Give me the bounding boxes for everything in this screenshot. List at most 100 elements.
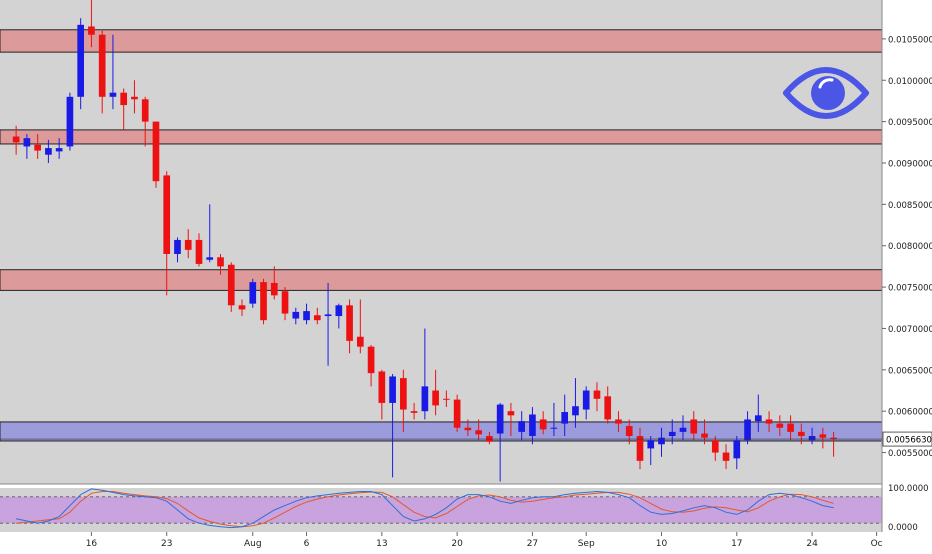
- candle-body: [765, 419, 773, 424]
- candle-body: [668, 431, 676, 437]
- candle-body: [292, 311, 300, 319]
- oscillator-band: [0, 496, 882, 524]
- candle-body: [518, 421, 526, 432]
- resistance-zone-2: [0, 269, 883, 291]
- candle-body: [152, 121, 160, 182]
- time-tick-label: 24: [806, 539, 818, 549]
- candle-body: [593, 390, 601, 399]
- candle-body: [184, 239, 192, 250]
- candle-body: [313, 315, 321, 321]
- candle-body: [281, 291, 289, 314]
- oscillator-tick-label: 0.0000: [888, 523, 918, 533]
- time-tick-label: Aug: [244, 539, 262, 549]
- time-tick-label: 23: [161, 539, 172, 549]
- candle-body: [141, 99, 149, 122]
- candle-body: [539, 419, 547, 430]
- resistance-zone-1: [0, 129, 883, 145]
- candle-body: [464, 427, 472, 431]
- candle-body: [754, 415, 762, 422]
- candle-body: [324, 314, 332, 317]
- candle-body: [303, 311, 310, 321]
- oscillator-k-line: [16, 488, 834, 529]
- candle-body: [77, 24, 85, 97]
- candle-body: [701, 433, 708, 438]
- candle-body: [45, 148, 52, 155]
- candle-body: [443, 398, 450, 400]
- current-price-box: [882, 431, 932, 447]
- eye-outline: [783, 67, 869, 119]
- candle-body: [378, 371, 386, 403]
- candle-body: [206, 257, 214, 260]
- candle-body: [787, 423, 794, 432]
- candle-body: [400, 378, 407, 410]
- candle-body: [131, 96, 138, 100]
- time-tick-label: 13: [376, 539, 387, 549]
- candle-body: [529, 414, 536, 437]
- candle-body: [260, 282, 267, 321]
- candle-body: [658, 437, 665, 445]
- candle-body: [12, 136, 20, 143]
- eye-icon: [783, 67, 869, 119]
- time-tick-label: Sep: [578, 539, 595, 549]
- candle-body: [249, 282, 257, 304]
- candle-body: [356, 336, 364, 347]
- candle-body: [88, 26, 95, 35]
- candle-body: [120, 92, 128, 106]
- time-tick-label: 10: [656, 539, 668, 549]
- candle-body: [776, 423, 784, 428]
- candle-body: [582, 390, 590, 410]
- candle-body: [23, 138, 31, 147]
- eye-highlight: [818, 78, 834, 89]
- candle-body: [636, 436, 644, 461]
- candle-body: [615, 419, 622, 424]
- candle-body: [34, 144, 41, 151]
- current-price-label: 0.00566308: [886, 436, 932, 446]
- candle-body: [270, 282, 278, 296]
- oscillator-d-line: [16, 491, 834, 528]
- candle-body: [55, 148, 63, 152]
- time-tick-label: 16: [86, 539, 98, 549]
- candle-body: [572, 406, 579, 416]
- candle-body: [550, 427, 558, 429]
- candle-body: [367, 346, 375, 374]
- candle-body: [625, 426, 633, 437]
- candle-body: [389, 376, 396, 403]
- candle-body: [346, 305, 353, 341]
- time-tick-label: 27: [527, 539, 538, 549]
- candle-body: [496, 404, 504, 434]
- candle-body: [453, 399, 461, 428]
- candle-body: [830, 437, 837, 440]
- candle-body: [227, 264, 235, 306]
- oscillator-tick-label: 100.0000: [888, 484, 929, 494]
- candle-body: [561, 412, 569, 424]
- candle-body: [690, 419, 698, 434]
- candle-body: [98, 34, 106, 97]
- resistance-zone-0: [0, 29, 883, 53]
- candle-body: [163, 175, 171, 254]
- candle-body: [421, 386, 429, 412]
- candle-body: [410, 411, 418, 413]
- main-plot-background: [0, 0, 882, 484]
- time-tick-label: 20: [451, 539, 463, 549]
- candle-body: [475, 430, 482, 435]
- candles-group: [12, 0, 837, 482]
- candle-body: [432, 390, 439, 406]
- time-tick-label: 6: [304, 539, 310, 549]
- candle-body: [679, 427, 687, 432]
- candle-body: [711, 440, 719, 453]
- candle-body: [109, 92, 117, 97]
- candle-body: [733, 440, 741, 459]
- candle-body: [819, 434, 827, 438]
